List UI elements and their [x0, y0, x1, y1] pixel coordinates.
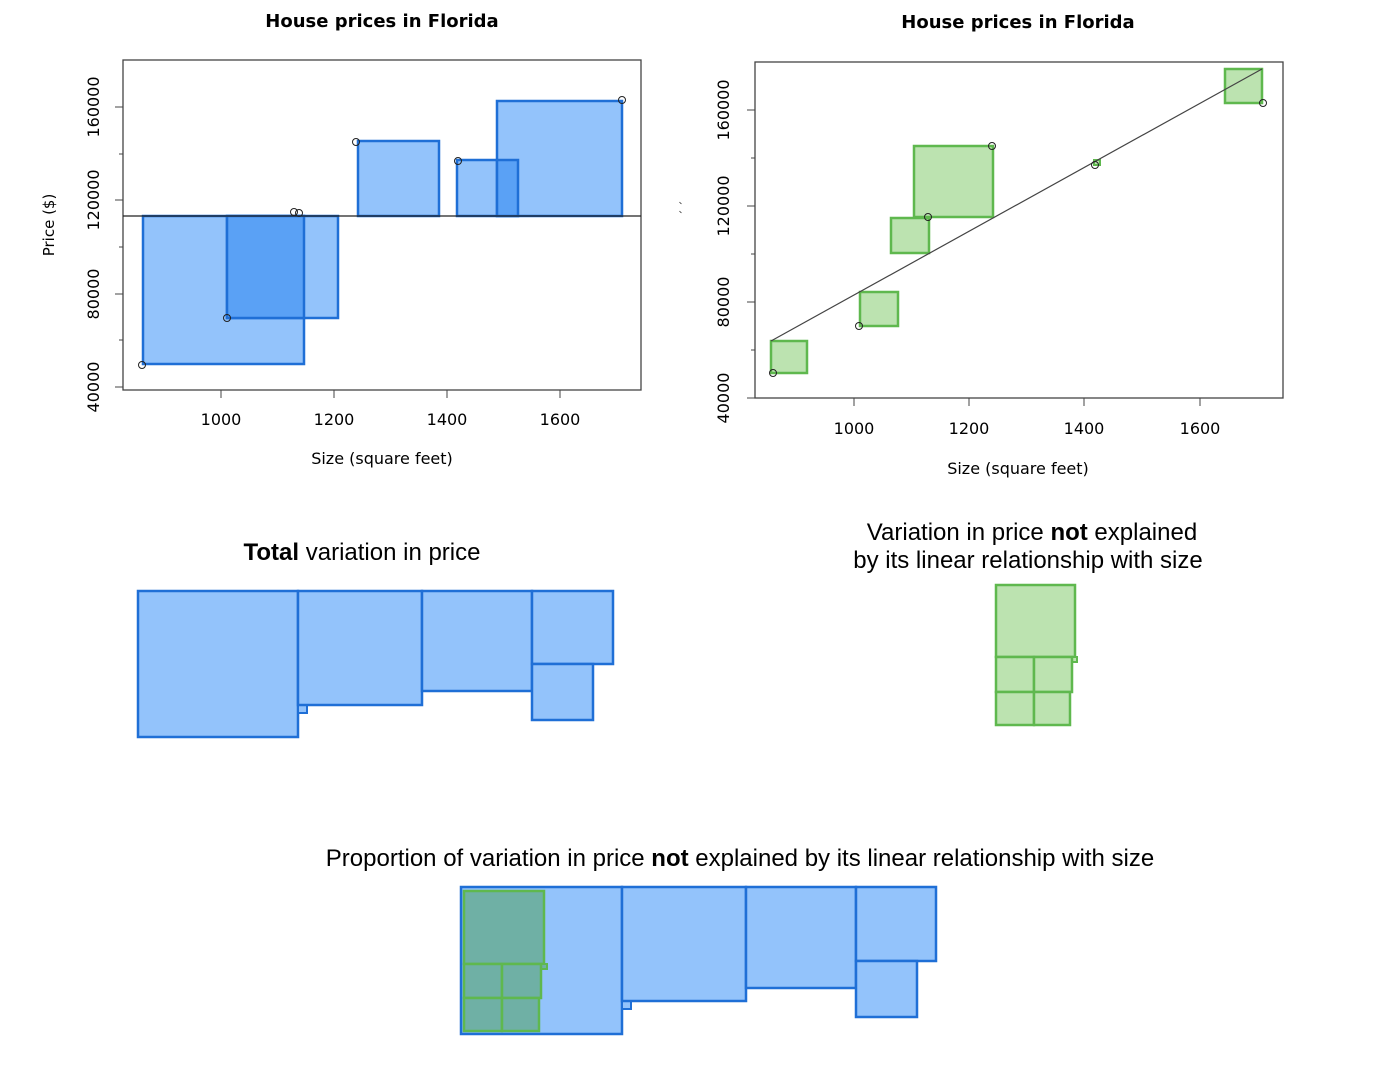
right-x-axis: 1000 1200 1400 1600 Size (square feet): [834, 398, 1221, 478]
left-x-axis-label: Size (square feet): [311, 449, 453, 468]
right-residual-square: [769, 339, 809, 375]
left-point: [352, 138, 360, 146]
proportion-total-square: [854, 959, 919, 1019]
left-x-tick-label: 1600: [540, 410, 581, 429]
caption-unexplained-bold: not: [1050, 519, 1087, 546]
right-point: [1091, 161, 1099, 169]
proportion-total-square: [744, 885, 858, 990]
right-y-tick-label: 80000: [714, 277, 733, 328]
right-y-tick-label: 120000: [714, 175, 733, 236]
total-square: [530, 589, 615, 666]
right-x-tick-label: 1400: [1064, 419, 1105, 438]
right-residual-square: [912, 144, 995, 219]
left-x-axis: 1000 1200 1400 1600 Size (square feet): [201, 390, 581, 468]
right-point: [769, 369, 777, 377]
caption-total-bold: Total: [244, 539, 300, 566]
left-scatter-plot: House prices in Florida 1000 12: [40, 11, 642, 468]
residual-square: [994, 583, 1077, 659]
total-variation-squares: [136, 589, 615, 739]
right-x-tick-label: 1200: [949, 419, 990, 438]
proportion-residual-square: [500, 996, 541, 1033]
left-plot-title: House prices in Florida: [265, 11, 498, 32]
right-x-tick-label: 1600: [1180, 419, 1221, 438]
right-residual-square: [858, 290, 900, 328]
proportion-residual-square: [462, 889, 546, 966]
caption-proportion-post: explained by its linear relationship wit…: [689, 845, 1155, 872]
total-square: [296, 589, 424, 707]
right-point: [1259, 99, 1267, 107]
left-x-tick-label: 1000: [201, 410, 242, 429]
right-regression-line: [770, 68, 1263, 342]
right-point: [988, 142, 996, 150]
total-square: [136, 589, 300, 739]
left-y-tick-label: 160000: [84, 76, 103, 137]
left-y-tick-label: 80000: [84, 269, 103, 320]
left-point: [454, 157, 462, 165]
caption-unexplained-post: explained: [1088, 519, 1197, 546]
residual-square: [994, 690, 1036, 727]
left-point: [295, 209, 303, 217]
right-points: [769, 99, 1267, 377]
caption-proportion-bold: not: [651, 845, 688, 872]
total-square: [420, 589, 534, 693]
caption-proportion-pre: Proportion of variation in price: [326, 845, 652, 872]
caption-total-rest: variation in price: [299, 539, 480, 566]
left-points: [138, 96, 626, 369]
right-y-axis-label-fragment: ´ ´: [678, 201, 691, 216]
caption-unexplained-line2: by its linear relationship with size: [853, 547, 1203, 574]
left-square-overlap: [225, 214, 306, 320]
left-point: [223, 314, 231, 322]
proportion-residual-square: [462, 996, 504, 1033]
left-y-axis: 40000 80000 120000 160000 Price ($): [40, 76, 123, 412]
right-x-axis-label: Size (square feet): [947, 459, 1089, 478]
right-plot-frame: [754, 61, 1284, 399]
right-y-tick-label: 160000: [714, 79, 733, 140]
left-point: [290, 208, 298, 216]
left-y-tick-label: 40000: [84, 362, 103, 413]
right-plot-title: House prices in Florida: [901, 12, 1134, 33]
caption-unexplained-line1: Variation in price not explained: [867, 519, 1197, 546]
left-plot-frame: [122, 59, 642, 391]
residual-square: [994, 655, 1036, 694]
right-y-tick-label: 40000: [714, 373, 733, 424]
caption-total-variation: Total variation in price: [244, 539, 481, 566]
left-x-tick-label: 1400: [427, 410, 468, 429]
left-point: [138, 361, 146, 369]
caption-proportion: Proportion of variation in price not exp…: [326, 845, 1154, 872]
proportion-total-square: [854, 885, 938, 963]
left-y-tick-label: 120000: [84, 169, 103, 230]
left-square-overlap-2: [495, 158, 520, 218]
proportion-overlay-squares: [459, 885, 938, 1036]
right-residual-square: [889, 216, 931, 255]
residual-square: [1032, 690, 1072, 727]
right-scatter-plot: House prices in Florida 1000 1200 140: [678, 12, 1284, 478]
residual-square: [1032, 655, 1074, 694]
unexplained-variation-squares: [994, 583, 1078, 727]
left-y-axis-label: Price ($): [40, 194, 58, 257]
left-point: [618, 96, 626, 104]
right-point: [924, 213, 932, 221]
right-x-tick-label: 1000: [834, 419, 875, 438]
right-point: [855, 322, 863, 330]
proportion-residual-square: [462, 962, 504, 1000]
left-square-point-5: [356, 139, 441, 218]
proportion-total-square: [620, 885, 748, 1003]
right-y-axis: 40000 80000 120000 160000 ´ ´: [678, 79, 755, 423]
caption-unexplained-pre: Variation in price: [867, 519, 1051, 546]
proportion-residual-square: [500, 962, 543, 1000]
total-square: [530, 662, 595, 722]
left-x-tick-label: 1200: [314, 410, 355, 429]
